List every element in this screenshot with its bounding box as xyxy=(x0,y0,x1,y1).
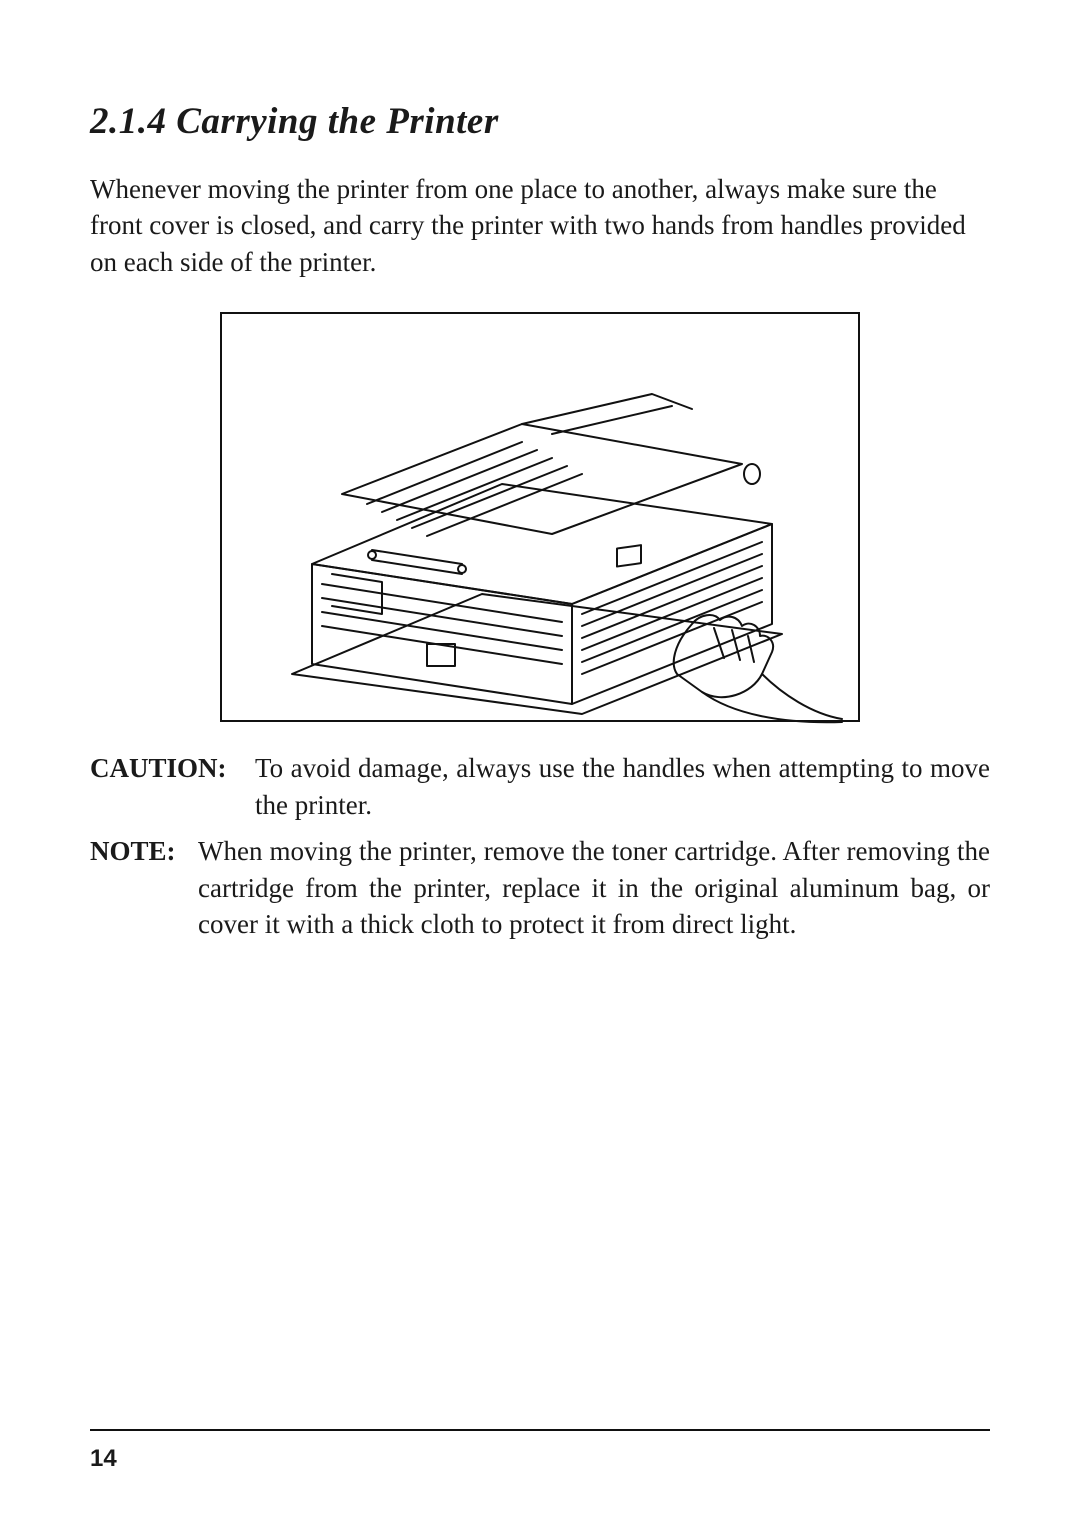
document-page: 2.1.4 Carrying the Printer Whenever movi… xyxy=(0,0,1080,1533)
printer-illustration-svg xyxy=(222,314,862,724)
page-number: 14 xyxy=(90,1445,990,1473)
figure-container xyxy=(90,312,990,722)
intro-paragraph: Whenever moving the printer from one pla… xyxy=(90,171,990,280)
section-heading: 2.1.4 Carrying the Printer xyxy=(90,100,990,143)
caution-label: CAUTION: xyxy=(90,750,255,823)
page-footer: 14 xyxy=(90,1429,990,1473)
caution-block: CAUTION: To avoid damage, always use the… xyxy=(90,750,990,823)
note-block: NOTE: When moving the printer, remove th… xyxy=(90,833,990,942)
caution-text: To avoid damage, always use the handles … xyxy=(255,750,990,823)
note-text: When moving the printer, remove the tone… xyxy=(198,833,990,942)
printer-carrying-illustration xyxy=(220,312,860,722)
note-label: NOTE: xyxy=(90,833,198,942)
